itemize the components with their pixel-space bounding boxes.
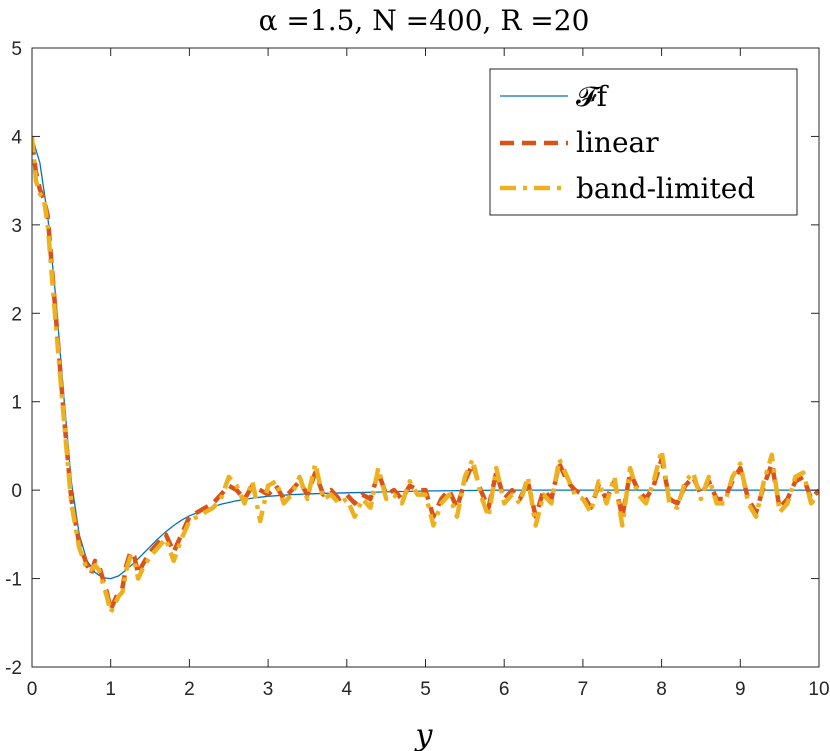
x-tick-label: 7 [578, 679, 589, 700]
y-tick-label: 2 [11, 304, 22, 325]
x-tick-label: 8 [656, 679, 667, 700]
legend-label-linear: linear [576, 126, 659, 159]
x-tick-label: 9 [735, 679, 746, 700]
x-tick-label: 6 [499, 679, 510, 700]
x-tick-label: 3 [263, 679, 274, 700]
legend: 𝓕f linear band-limited [489, 68, 798, 216]
legend-box [489, 68, 798, 216]
y-tick-label: 0 [11, 481, 22, 502]
y-tick-label: -2 [5, 658, 22, 679]
legend-label-band-limited: band-limited [576, 172, 755, 205]
x-tick-label: 0 [27, 679, 38, 700]
y-tick-label: 4 [11, 127, 22, 148]
x-tick-label: 10 [808, 679, 829, 700]
x-axis-label: y [414, 718, 434, 751]
chart-title: α =1.5, N =400, R =20 [259, 4, 590, 37]
x-tick-label: 1 [105, 679, 116, 700]
y-tick-label: 5 [11, 39, 22, 60]
x-tick-label: 2 [184, 679, 195, 700]
series-line-dashed [32, 140, 819, 612]
tick-labels: 0 1 2 3 4 5 6 7 8 9 10 -2 -1 0 1 2 3 4 5 [5, 39, 829, 700]
y-tick-label: 1 [11, 393, 22, 414]
y-tick-label: -1 [5, 570, 22, 591]
y-tick-label: 3 [11, 216, 22, 237]
x-tick-label: 4 [342, 679, 353, 700]
x-tick-label: 5 [420, 679, 431, 700]
series-line-dashdot [32, 136, 819, 615]
axes [31, 47, 820, 668]
legend-label-ff: 𝓕f [576, 80, 610, 113]
